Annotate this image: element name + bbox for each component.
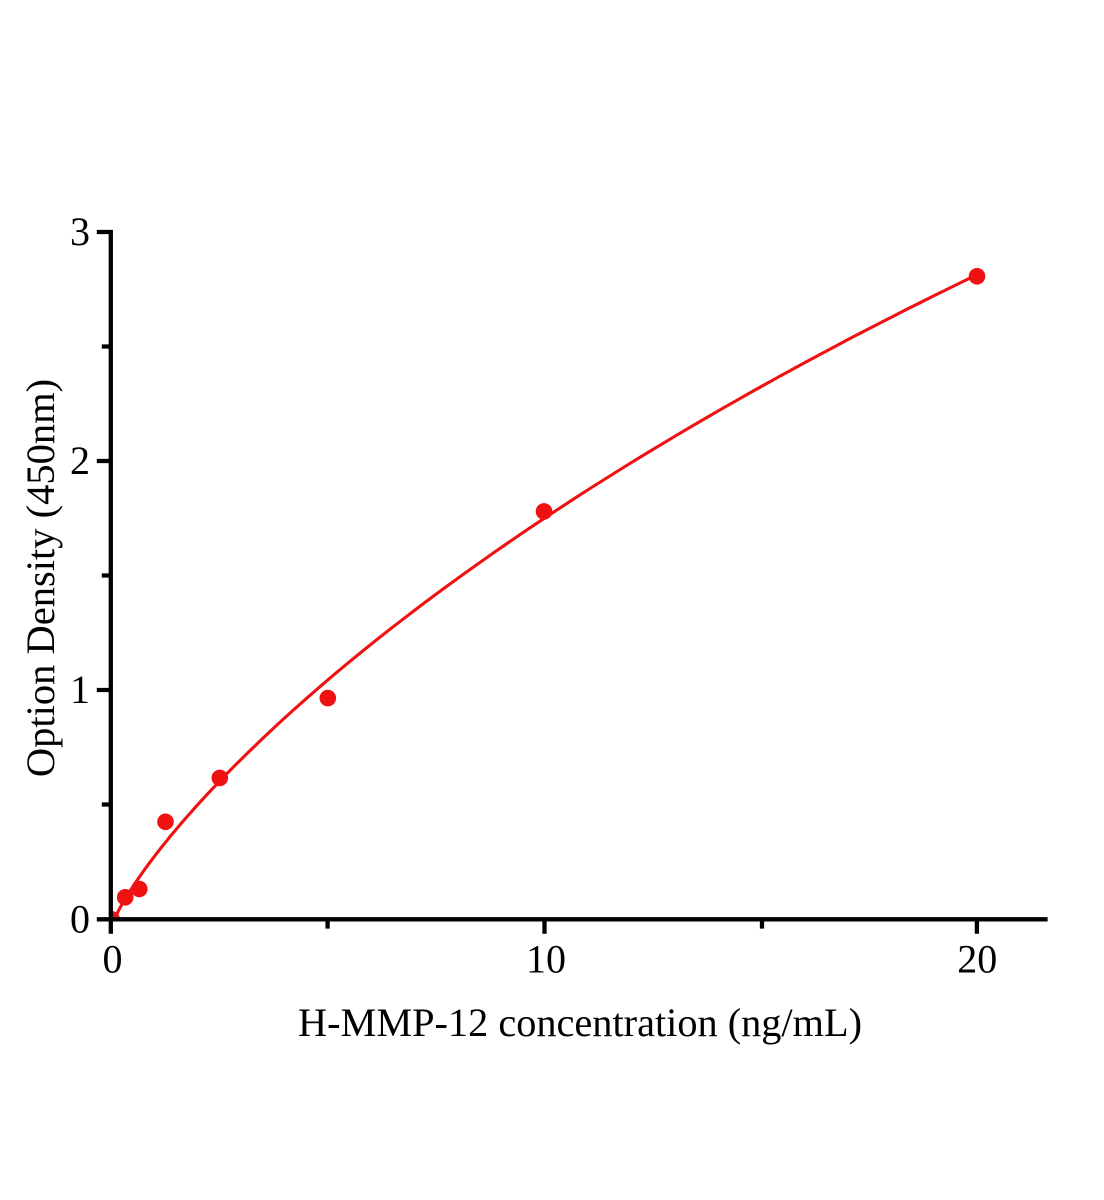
svg-text:H-MMP-12 concentration (ng/mL): H-MMP-12 concentration (ng/mL) [298, 1000, 862, 1045]
svg-text:20: 20 [957, 937, 997, 982]
svg-text:1: 1 [70, 667, 90, 712]
svg-text:10: 10 [526, 937, 566, 982]
svg-text:3: 3 [70, 209, 90, 254]
svg-text:Option Density (450nm): Option Density (450nm) [18, 379, 63, 777]
svg-text:2: 2 [70, 438, 90, 483]
svg-text:0: 0 [70, 897, 90, 942]
svg-text:0: 0 [103, 937, 123, 982]
